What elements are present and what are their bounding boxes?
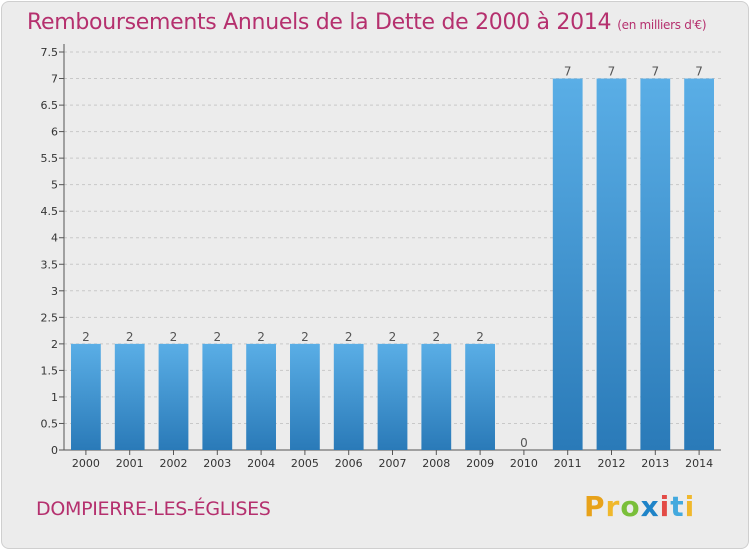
bar [377,343,408,450]
y-tick-label: 0.5 [41,417,59,430]
bar [290,343,320,450]
bar [114,343,145,450]
logo-letter: i [659,490,671,523]
commune-name: DOMPIERRE-LES-ÉGLISES [36,498,271,520]
logo-letter: o [620,490,641,523]
y-tick-label: 3 [51,285,58,298]
proxiti-logo: Proxiti [584,490,695,523]
labels: 00.511.522.533.544.555.566.577.522000220… [41,46,714,470]
logo-letter: r [605,490,621,523]
x-tick-label: 2002 [160,457,188,470]
data-label: 2 [82,330,90,344]
data-label: 2 [345,330,353,344]
logo-letter: t [670,490,685,523]
bar [246,343,276,450]
data-label: 0 [520,436,528,450]
x-tick-label: 2003 [203,457,231,470]
x-tick-label: 2007 [379,457,407,470]
x-tick-label: 2000 [72,457,100,470]
y-tick-label: 5 [51,179,58,192]
y-tick-label: 1 [51,391,58,404]
data-label: 2 [170,330,178,344]
x-tick-label: 2005 [291,457,319,470]
data-label: 2 [389,330,397,344]
x-tick-label: 2006 [335,457,363,470]
y-tick-label: 2 [51,338,58,351]
logo-letter: i [684,490,696,523]
y-tick-label: 4.5 [41,205,59,218]
data-label: 7 [608,65,616,79]
logo-letter: P [584,490,606,523]
y-tick-label: 6 [51,126,58,139]
data-label: 7 [564,65,572,79]
data-label: 7 [651,65,659,79]
y-tick-label: 7 [51,73,58,86]
y-tick-label: 7.5 [41,46,59,59]
x-tick-label: 2009 [466,457,494,470]
x-tick-label: 2001 [116,457,144,470]
bar [333,343,364,450]
data-label: 2 [476,330,484,344]
y-tick-label: 2.5 [41,311,59,324]
x-tick-label: 2012 [598,457,626,470]
y-tick-label: 3.5 [41,258,59,271]
bar [552,78,583,451]
data-label: 2 [257,330,265,344]
bar [202,343,233,450]
bars [71,78,714,451]
data-label: 2 [432,330,440,344]
x-tick-label: 2014 [685,457,713,470]
y-tick-label: 0 [51,444,58,457]
chart-title-text: Remboursements Annuels de la Dette de 20… [27,10,612,35]
x-tick-label: 2013 [641,457,669,470]
y-tick-label: 6.5 [41,99,59,112]
data-label: 2 [301,330,309,344]
data-label: 2 [126,330,134,344]
bar [640,78,671,451]
bar [421,343,452,450]
bar [596,78,627,451]
data-label: 2 [213,330,221,344]
y-tick-label: 5.5 [41,152,59,165]
bar [71,343,101,450]
bar [158,343,189,450]
x-tick-label: 2011 [554,457,582,470]
y-tick-label: 1.5 [41,364,59,377]
y-tick-label: 4 [51,232,58,245]
x-tick-label: 2004 [247,457,275,470]
data-label: 7 [695,65,703,79]
x-tick-label: 2010 [510,457,538,470]
x-tick-label: 2008 [422,457,450,470]
logo-letter: x [640,490,660,523]
bar [465,343,495,450]
chart-units: (en milliers d'€) [617,18,707,32]
chart-title: Remboursements Annuels de la Dette de 20… [27,10,707,35]
bar [684,78,714,451]
